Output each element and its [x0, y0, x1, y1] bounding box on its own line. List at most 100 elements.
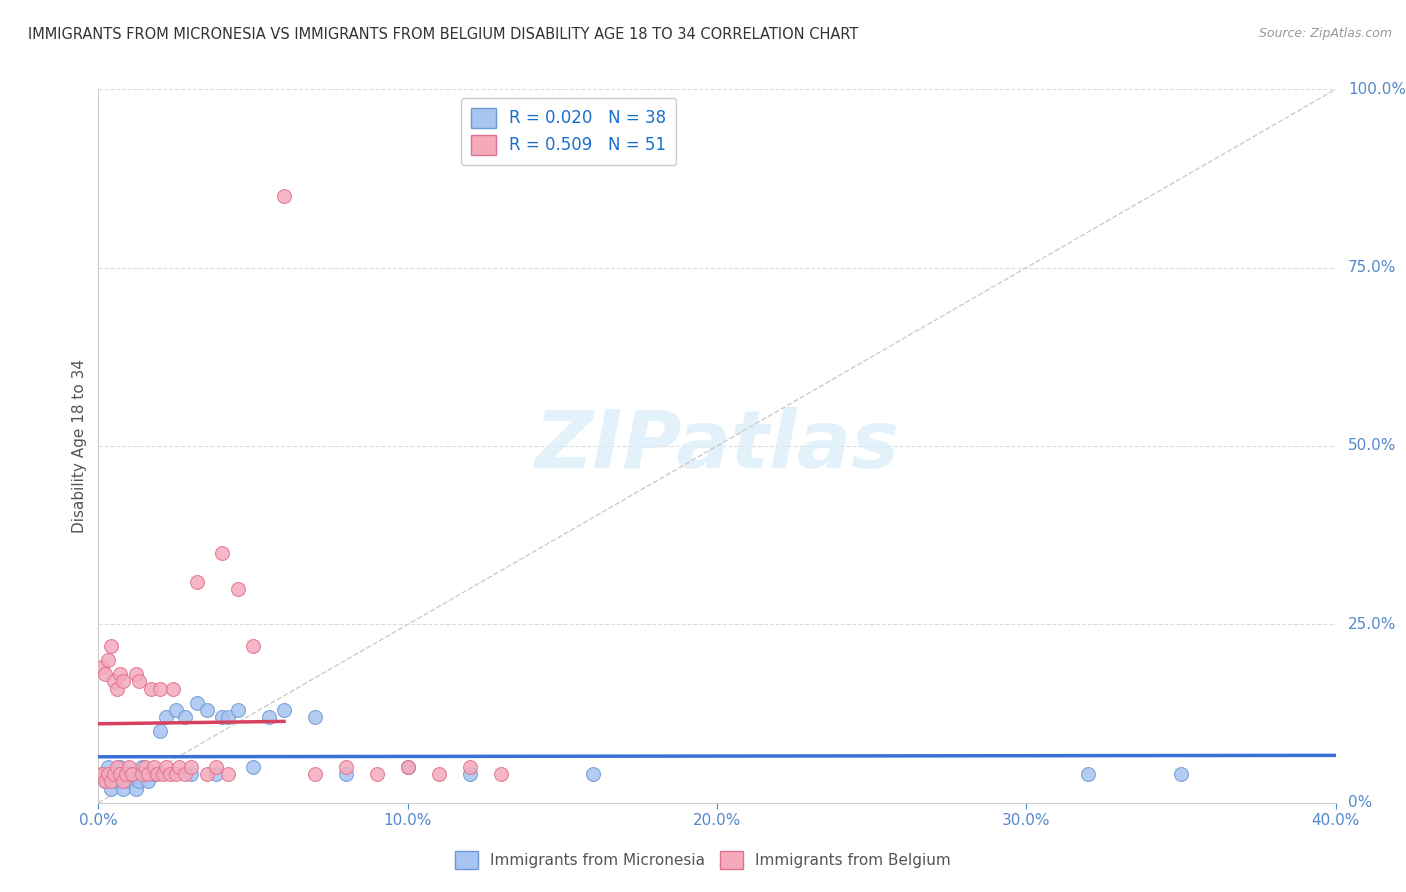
Point [112, 781, 135, 796]
Text: 100.0%: 100.0% [1348, 82, 1406, 96]
Point [152, 767, 174, 781]
Point [100, 774, 122, 789]
Point [112, 774, 135, 789]
Point [134, 767, 156, 781]
Point [108, 767, 131, 781]
Point [186, 696, 208, 710]
Point [180, 767, 202, 781]
Point [105, 760, 128, 774]
Point [121, 767, 143, 781]
Point [128, 674, 150, 689]
Point [115, 767, 138, 781]
Point [458, 767, 481, 781]
Legend: Immigrants from Micronesia, Immigrants from Belgium: Immigrants from Micronesia, Immigrants f… [449, 845, 957, 875]
Point [146, 767, 169, 781]
Point [105, 774, 128, 789]
Point [103, 674, 125, 689]
Point [97, 653, 120, 667]
Point [174, 710, 197, 724]
Point [205, 760, 228, 774]
Point [90, 767, 112, 781]
Point [128, 774, 150, 789]
Point [165, 767, 187, 781]
Point [90, 767, 112, 781]
Point [582, 767, 605, 781]
Point [93, 667, 115, 681]
Text: 0%: 0% [1348, 796, 1372, 810]
Legend: R = 0.020   N = 38, R = 0.509   N = 51: R = 0.020 N = 38, R = 0.509 N = 51 [461, 97, 676, 165]
Point [118, 760, 141, 774]
Point [112, 674, 135, 689]
Point [1170, 767, 1192, 781]
Point [105, 681, 128, 696]
Point [159, 767, 181, 781]
Point [489, 767, 512, 781]
Point [273, 189, 295, 203]
Point [93, 774, 115, 789]
Point [195, 703, 218, 717]
Text: IMMIGRANTS FROM MICRONESIA VS IMMIGRANTS FROM BELGIUM DISABILITY AGE 18 TO 34 CO: IMMIGRANTS FROM MICRONESIA VS IMMIGRANTS… [28, 27, 859, 42]
Point [100, 781, 122, 796]
Point [167, 760, 190, 774]
Point [304, 767, 326, 781]
Point [121, 767, 143, 781]
Point [115, 767, 138, 781]
Point [143, 760, 166, 774]
Point [103, 767, 125, 781]
Point [205, 767, 228, 781]
Point [103, 767, 125, 781]
Point [195, 767, 218, 781]
Point [162, 681, 184, 696]
Point [165, 703, 187, 717]
Point [211, 710, 233, 724]
Point [108, 667, 131, 681]
Point [335, 760, 357, 774]
Point [100, 639, 122, 653]
Point [155, 710, 177, 724]
Point [108, 760, 131, 774]
Text: 50.0%: 50.0% [1348, 439, 1396, 453]
Point [226, 703, 249, 717]
Point [139, 681, 162, 696]
Point [93, 774, 115, 789]
Point [174, 767, 197, 781]
Point [1077, 767, 1099, 781]
Point [134, 760, 156, 774]
Point [97, 760, 120, 774]
Point [335, 767, 357, 781]
Point [458, 760, 481, 774]
Point [131, 760, 153, 774]
Point [186, 574, 208, 589]
Point [304, 710, 326, 724]
Point [149, 724, 172, 739]
Point [396, 760, 419, 774]
Point [427, 767, 450, 781]
Point [90, 660, 112, 674]
Text: ZIPatlas: ZIPatlas [534, 407, 900, 485]
Point [242, 760, 264, 774]
Y-axis label: Disability Age 18 to 34: Disability Age 18 to 34 [72, 359, 87, 533]
Text: Source: ZipAtlas.com: Source: ZipAtlas.com [1258, 27, 1392, 40]
Point [217, 767, 239, 781]
Point [396, 760, 419, 774]
Point [131, 767, 153, 781]
Point [273, 703, 295, 717]
Point [143, 767, 166, 781]
Point [118, 774, 141, 789]
Point [149, 681, 172, 696]
Point [155, 760, 177, 774]
Point [226, 582, 249, 596]
Point [97, 767, 120, 781]
Point [180, 760, 202, 774]
Point [366, 767, 388, 781]
Point [136, 774, 159, 789]
Text: 75.0%: 75.0% [1348, 260, 1396, 275]
Text: 25.0%: 25.0% [1348, 617, 1396, 632]
Point [257, 710, 280, 724]
Point [124, 667, 146, 681]
Point [211, 546, 233, 560]
Point [124, 781, 146, 796]
Point [217, 710, 239, 724]
Point [242, 639, 264, 653]
Point [136, 767, 159, 781]
